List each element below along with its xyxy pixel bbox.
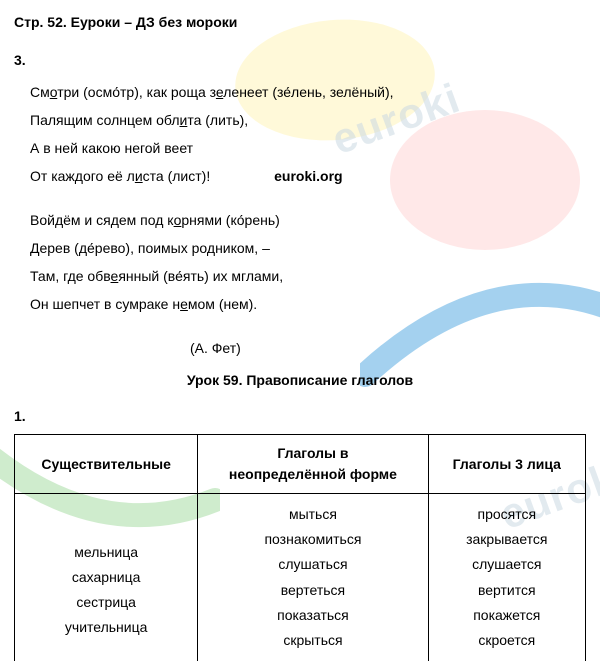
text: ста (лист)!: [143, 168, 211, 184]
cell-col2: мыться познакомиться слушаться вертеться…: [198, 494, 428, 661]
stanza1-line1: Смотри (осмо́тр), как роща зеленеет (зе́…: [30, 78, 586, 106]
text: Он шепчет в сумраке н: [30, 296, 180, 312]
stanza2-line4: Он шепчет в сумраке немом (нем).: [30, 290, 586, 318]
text: сахарница: [72, 569, 141, 585]
text: Глаголы в: [277, 445, 348, 461]
text: три (осмо́тр), как роща з: [57, 84, 216, 100]
text: показаться: [277, 607, 349, 623]
table-header-row: Существительные Глаголы в неопределённой…: [15, 435, 586, 494]
text: См: [30, 84, 50, 100]
stanza-2: Войдём и сядем под корнями (ко́рень) Дер…: [30, 206, 586, 318]
cell-col3: просятся закрывается слушается вертится …: [428, 494, 585, 661]
text: Там, где обв: [30, 268, 111, 284]
stanza-1: Смотри (осмо́тр), как роща зеленеет (зе́…: [30, 78, 586, 190]
text: просятся: [477, 506, 536, 522]
inline-watermark-text: euroki.org: [274, 168, 342, 184]
text: учительница: [65, 619, 148, 635]
poem-body: Смотри (осмо́тр), как роща зеленеет (зе́…: [14, 78, 586, 362]
col-header-3: Глаголы 3 лица: [428, 435, 585, 494]
text: мом (нем).: [188, 296, 257, 312]
stanza1-line2: Палящим солнцем облита (лить),: [30, 106, 586, 134]
page: euroki euroki Стр. 52. Еуроки – ДЗ без м…: [0, 0, 600, 661]
table-row: мельница сахарница сестрица учительница …: [15, 494, 586, 661]
poem-author: (А. Фет): [30, 334, 586, 362]
text: Войдём и сядем под к: [30, 212, 174, 228]
text: янный (ве́ять) их мглами,: [118, 268, 283, 284]
text: Палящим солнцем обл: [30, 112, 180, 128]
text: скрыться: [283, 632, 342, 648]
stanza2-line3: Там, где обвеянный (ве́ять) их мглами,: [30, 262, 586, 290]
text: слушаться: [278, 556, 347, 572]
text: та (лить),: [187, 112, 248, 128]
text: ленеет (зе́лень, зелёный),: [223, 84, 393, 100]
lesson-heading: Урок 59. Правописание глаголов: [14, 372, 586, 388]
text: покажется: [473, 607, 540, 623]
text: неопределённой форме: [229, 466, 397, 482]
text: мельница: [74, 544, 138, 560]
exercise-3-number: 3.: [14, 52, 586, 68]
page-title: Стр. 52. Еуроки – ДЗ без мороки: [14, 14, 586, 30]
cell-col1: мельница сахарница сестрица учительница: [15, 494, 198, 661]
col-header-1: Существительные: [15, 435, 198, 494]
text: От каждого её л: [30, 168, 135, 184]
text: рнями (ко́рень): [181, 212, 279, 228]
verbs-table: Существительные Глаголы в неопределённой…: [14, 434, 586, 661]
text: скроется: [478, 632, 535, 648]
text: познакомиться: [264, 531, 361, 547]
text: вертится: [478, 582, 536, 598]
text: сестрица: [76, 594, 136, 610]
text: закрывается: [466, 531, 547, 547]
text: мыться: [289, 506, 337, 522]
stanza2-line1: Войдём и сядем под корнями (ко́рень): [30, 206, 586, 234]
exercise-1-number: 1.: [14, 408, 586, 424]
text: вертеться: [281, 582, 345, 598]
stanza1-line4: От каждого её листа (лист)! euroki.org: [30, 162, 586, 190]
col-header-2: Глаголы в неопределённой форме: [198, 435, 428, 494]
text: слушается: [472, 556, 541, 572]
stanza2-line2: Дерев (де́рево), поимых родником, –: [30, 234, 586, 262]
content: Стр. 52. Еуроки – ДЗ без мороки 3. Смотр…: [14, 14, 586, 661]
underlined-letter: е: [180, 296, 188, 312]
underlined-letter: и: [135, 168, 143, 184]
stanza1-line3: А в ней какою негой веет: [30, 134, 586, 162]
